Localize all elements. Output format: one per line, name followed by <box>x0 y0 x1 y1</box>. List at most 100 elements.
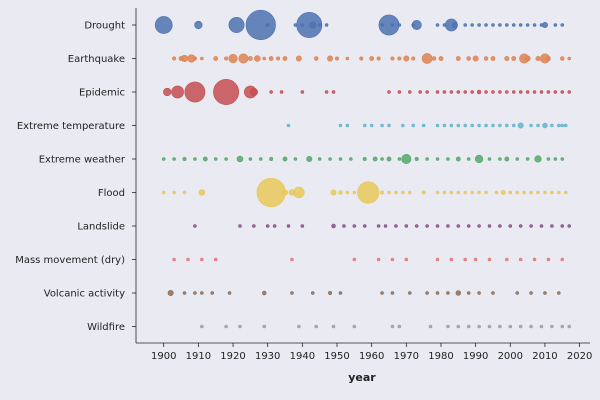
bubble-point <box>295 55 302 62</box>
bubble-point <box>383 224 388 228</box>
bubble-point <box>470 123 474 128</box>
bubble-point <box>557 190 561 195</box>
bubble-point <box>456 123 461 128</box>
bubble-point <box>511 56 517 61</box>
bubble-point <box>172 157 176 161</box>
bubble-point <box>498 224 502 228</box>
bubble-point <box>262 290 267 296</box>
x-tick-label: 1970 <box>394 351 419 362</box>
bubble-point <box>186 257 190 262</box>
bubble-point <box>397 324 402 329</box>
bubble-point <box>484 90 488 94</box>
bubble-point <box>167 289 174 296</box>
bubble-point <box>317 157 322 161</box>
x-tick-label: 1950 <box>324 351 349 362</box>
bubble-point <box>442 23 447 27</box>
bubble-point <box>345 190 350 195</box>
y-tick-label: Epidemic <box>79 88 125 99</box>
bubble-point <box>560 324 565 329</box>
bubble-point <box>213 257 218 262</box>
x-axis: 1900 1910 1920 1930 1940 1950 1960 1970 1980 1990… <box>136 342 592 362</box>
y-tick-label: Drought <box>84 21 125 32</box>
series-drought <box>154 9 565 41</box>
bubble-point <box>228 17 245 33</box>
series-flood <box>161 177 568 208</box>
bubble-point <box>525 157 530 161</box>
bubble-point <box>408 291 412 295</box>
series-earthquake <box>172 53 571 64</box>
bubble-point <box>472 55 479 62</box>
bubble-point <box>435 291 440 295</box>
bubble-point <box>522 190 526 195</box>
bubble-point <box>265 23 270 27</box>
bubble-point <box>449 257 454 262</box>
y-tick-label: Flood <box>98 188 125 199</box>
bubble-point <box>435 23 440 27</box>
bubble-point <box>546 56 551 61</box>
bubble-point <box>411 123 416 128</box>
bubble-point <box>228 53 238 64</box>
bubble-point <box>390 324 395 329</box>
bubble-point <box>238 224 242 228</box>
bubble-point <box>550 190 554 195</box>
bubble-point <box>403 55 410 62</box>
bubble-point <box>256 177 286 208</box>
bubble-point <box>518 324 523 329</box>
bubble-point <box>227 291 232 295</box>
bubble-point <box>386 156 392 162</box>
bubble-point <box>491 291 495 295</box>
bubble-point <box>376 257 381 262</box>
bubble-point <box>330 189 337 196</box>
bubble-point <box>345 56 350 61</box>
series-mass-movement-dry <box>172 257 565 262</box>
bubble-point <box>349 157 353 161</box>
bubble-point <box>249 87 258 97</box>
bubble-point <box>543 190 547 195</box>
y-tick-label: Landslide <box>77 222 125 233</box>
bubble-point <box>463 190 468 195</box>
bubble-point <box>518 224 523 228</box>
bubble-point <box>466 324 471 329</box>
bubble-point <box>529 190 533 195</box>
y-tick-label: Mass movement (dry) <box>15 255 125 266</box>
bubble-point <box>200 257 204 262</box>
bubble-point <box>324 23 329 27</box>
bubble-point <box>536 190 540 195</box>
bubble-point <box>198 189 206 196</box>
bubble-point <box>455 290 462 296</box>
plot-area <box>154 9 571 329</box>
series-wildfire <box>200 324 571 329</box>
bubble-point <box>290 291 294 295</box>
bubble-point <box>546 157 551 161</box>
bubble-point <box>535 55 541 62</box>
bubble-point <box>505 123 509 128</box>
bubble-point <box>268 56 274 61</box>
bubble-point <box>504 156 510 162</box>
bubble-point <box>456 224 461 228</box>
bubble-point <box>463 23 468 27</box>
series-epidemic <box>163 79 571 105</box>
bubble-point <box>404 224 409 228</box>
bubble-point <box>414 224 419 228</box>
y-tick-label: Volcanic activity <box>44 289 125 300</box>
bubble-point <box>470 90 474 94</box>
bubble-point <box>484 23 488 27</box>
bubble-point <box>518 23 523 27</box>
bubble-point <box>404 257 409 262</box>
bubble-point <box>408 90 412 94</box>
x-tick-label: 1940 <box>290 351 315 362</box>
bubble-point <box>163 87 172 97</box>
bubble-point <box>254 55 261 62</box>
bubble-point <box>194 20 203 30</box>
bubble-point <box>286 224 291 228</box>
x-tick-label: 1990 <box>463 351 488 362</box>
bubble-point <box>425 90 429 94</box>
bubble-point <box>224 157 228 161</box>
x-tick-label: 1900 <box>151 351 176 362</box>
bubble-point <box>456 324 461 329</box>
bubble-point <box>380 291 384 295</box>
bubble-point <box>477 224 481 228</box>
bubble-point <box>276 56 281 61</box>
bubble-point <box>435 257 440 262</box>
bubble-point <box>455 56 461 61</box>
